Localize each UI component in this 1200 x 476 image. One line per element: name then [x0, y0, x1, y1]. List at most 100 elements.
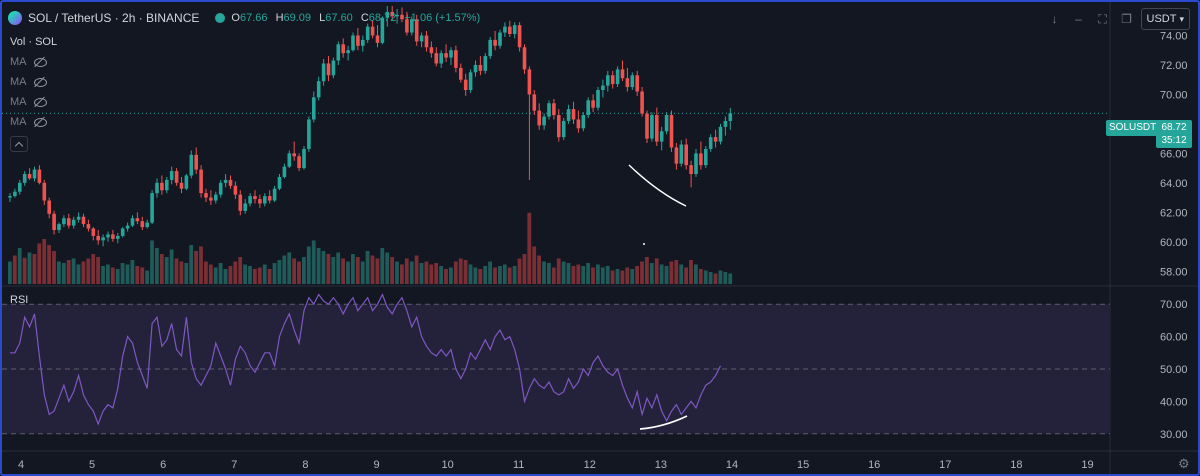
- volume-bar: [267, 269, 272, 284]
- fullscreen-icon[interactable]: ⛶: [1098, 11, 1107, 26]
- open-value: 67.66: [239, 12, 268, 24]
- volume-bar: [27, 252, 32, 284]
- candle-body: [199, 169, 203, 194]
- candle: [307, 116, 311, 152]
- volume-bar: [336, 252, 341, 284]
- minimize-icon[interactable]: –: [1075, 12, 1082, 26]
- volume-bar: [76, 264, 81, 284]
- candle: [532, 90, 537, 116]
- volume-bar: [243, 264, 247, 284]
- candle-body: [532, 94, 537, 111]
- volume-bar: [110, 267, 115, 284]
- candle: [591, 94, 595, 113]
- volume-bar: [365, 251, 370, 284]
- candle-body: [179, 182, 184, 189]
- eye-off-icon[interactable]: [33, 116, 47, 128]
- market-status-icon[interactable]: [215, 13, 226, 23]
- candle-body: [561, 120, 566, 138]
- snapshot-icon[interactable]: ❐: [1121, 12, 1132, 26]
- ma-legend-row[interactable]: MA: [10, 112, 57, 132]
- candle: [169, 166, 174, 185]
- candle-body: [400, 14, 404, 20]
- volume-bar: [223, 269, 228, 284]
- volume-bar: [355, 257, 360, 284]
- candle-body: [586, 100, 590, 116]
- last-price-label: 68.72 35:12: [1156, 120, 1192, 148]
- candle-body: [527, 69, 532, 95]
- volume-bar: [302, 257, 306, 284]
- currency-select[interactable]: USDT ▾: [1140, 8, 1190, 30]
- candle: [610, 70, 615, 89]
- candle-body: [67, 218, 71, 226]
- volume-bar: [640, 261, 644, 284]
- candle-body: [326, 63, 331, 76]
- candle-body: [233, 185, 238, 195]
- volume-legend[interactable]: Vol · SOL: [10, 36, 58, 48]
- eye-off-icon[interactable]: [33, 76, 47, 88]
- candle: [263, 193, 267, 207]
- candle: [238, 190, 243, 216]
- candle: [120, 227, 125, 238]
- candle-body: [150, 193, 154, 223]
- rsi-legend[interactable]: RSI: [10, 294, 29, 306]
- candle: [473, 60, 478, 77]
- candle: [620, 60, 625, 82]
- drawing-dot: [643, 243, 645, 245]
- candle: [228, 175, 233, 189]
- volume-bar: [713, 273, 718, 284]
- candle-body: [248, 196, 252, 204]
- candle: [517, 22, 522, 52]
- candle: [218, 179, 223, 198]
- drawing-curve-price: [628, 164, 687, 207]
- ma-legend-row[interactable]: MA: [10, 72, 57, 92]
- candle: [62, 215, 66, 228]
- settings-gear-icon: ⚙: [1178, 456, 1190, 471]
- volume-bar: [498, 266, 502, 284]
- volume-bar: [208, 264, 213, 284]
- candle: [145, 219, 149, 229]
- ma-legend-row[interactable]: MA: [10, 92, 57, 112]
- volume-bar: [262, 264, 267, 284]
- candle-body: [718, 126, 723, 142]
- price-tick-label: 66.00: [1160, 148, 1188, 160]
- rsi-tick-label: 40.00: [1160, 396, 1188, 408]
- ma-label: MA: [10, 76, 27, 88]
- candle-body: [655, 115, 659, 142]
- candle: [664, 112, 669, 135]
- candle: [351, 32, 355, 52]
- collapse-legend-button[interactable]: [10, 136, 28, 152]
- volume-bar: [331, 257, 336, 284]
- candle-body: [566, 109, 571, 121]
- candle-body: [145, 222, 149, 228]
- ma-legend-row[interactable]: MA: [10, 52, 57, 72]
- eye-off-icon[interactable]: [33, 56, 47, 68]
- candle: [405, 11, 409, 36]
- candle: [52, 210, 56, 235]
- candle: [704, 146, 708, 169]
- price-tick-label: 60.00: [1160, 237, 1188, 249]
- volume-bar: [194, 251, 198, 284]
- candle-body: [385, 11, 390, 18]
- candle-body: [37, 169, 42, 183]
- volume-bar: [218, 263, 223, 284]
- time-tick-label: 4: [18, 459, 24, 471]
- candle: [292, 141, 296, 161]
- volume-bar: [91, 254, 96, 284]
- candle-body: [189, 154, 194, 176]
- candle-body: [694, 153, 698, 174]
- rsi-tick-label: 30.00: [1160, 429, 1188, 441]
- candle-body: [640, 91, 644, 114]
- volume-bar: [306, 246, 311, 284]
- candle: [258, 194, 262, 208]
- arrow-down-icon[interactable]: ↓: [1051, 12, 1058, 26]
- candle: [346, 45, 350, 61]
- symbol-title[interactable]: SOL / TetherUS · 2h · BINANCE: [28, 11, 200, 25]
- candle: [488, 36, 492, 60]
- volume-bar: [42, 239, 47, 284]
- volume-bar: [659, 264, 664, 284]
- volume-bar: [591, 267, 595, 284]
- candle: [669, 110, 674, 152]
- eye-off-icon[interactable]: [33, 96, 47, 108]
- candle: [655, 107, 659, 146]
